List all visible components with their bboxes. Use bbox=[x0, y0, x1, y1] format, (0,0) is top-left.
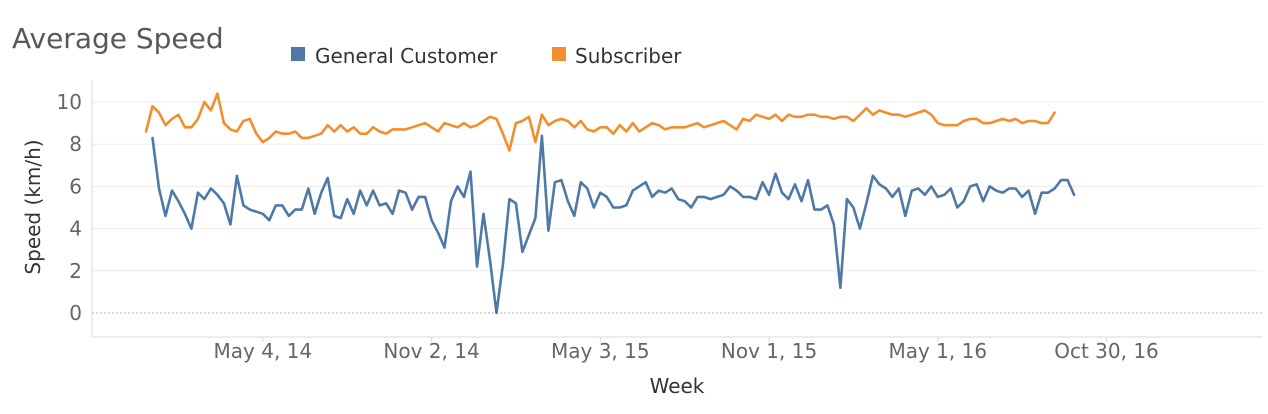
x-tick-label-0: May 4, 14 bbox=[214, 339, 313, 363]
x-tick-label-4: May 1, 16 bbox=[888, 339, 987, 363]
legend-swatch-general-customer bbox=[291, 47, 305, 61]
plot-area bbox=[91, 80, 1262, 338]
gridlines bbox=[92, 101, 1262, 314]
y-tick-label-2: 2 bbox=[69, 259, 82, 283]
legend-label-general-customer: General Customer bbox=[315, 44, 498, 68]
legend-label-subscriber: Subscriber bbox=[575, 44, 682, 68]
y-tick-label-6: 6 bbox=[69, 174, 82, 198]
x-tick-label-5: Oct 30, 16 bbox=[1054, 339, 1159, 363]
y-tick-label-0: 0 bbox=[69, 301, 82, 325]
chart-title: Average Speed bbox=[12, 22, 224, 55]
x-axis-ticks: May 4, 14 Nov 2, 14 May 3, 15 Nov 1, 15 May … bbox=[214, 337, 1159, 363]
x-tick-label-1: Nov 2, 14 bbox=[383, 339, 479, 363]
y-tick-label-8: 8 bbox=[69, 132, 82, 156]
legend[interactable]: General Customer Subscriber bbox=[291, 44, 682, 68]
y-tick-label-10: 10 bbox=[57, 90, 82, 114]
series-lines bbox=[144, 92, 1076, 315]
legend-item-subscriber[interactable]: Subscriber bbox=[552, 44, 682, 68]
legend-item-general-customer[interactable]: General Customer bbox=[291, 44, 498, 68]
y-tick-label-4: 4 bbox=[69, 217, 82, 241]
x-tick-label-3: Nov 1, 15 bbox=[721, 339, 817, 363]
x-tick-label-2: May 3, 15 bbox=[551, 339, 650, 363]
legend-swatch-subscriber bbox=[552, 47, 566, 61]
x-axis-label: Week bbox=[650, 374, 705, 398]
series-line-general-customer[interactable] bbox=[151, 134, 1076, 315]
y-axis-ticks: 0 2 4 6 8 10 bbox=[57, 90, 82, 325]
series-line-subscriber[interactable] bbox=[144, 92, 1056, 152]
y-axis-label: Speed (km/h) bbox=[21, 139, 45, 274]
